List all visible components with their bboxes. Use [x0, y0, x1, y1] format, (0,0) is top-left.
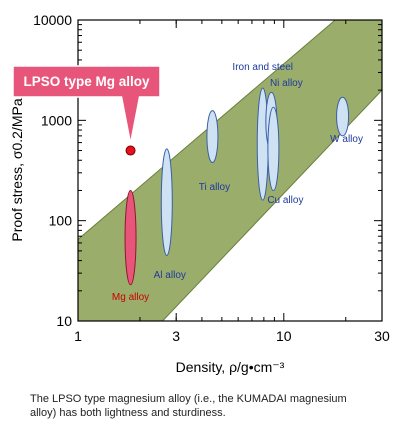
callout-layer	[12, 65, 161, 156]
label-al-alloy: Al alloy	[154, 270, 186, 281]
ellipse-cu-alloy	[267, 106, 280, 191]
x-tick-label: 1	[74, 328, 82, 344]
material-ellipses-layer	[124, 87, 350, 286]
ellipse-ti-alloy	[206, 110, 219, 163]
y-tick-label: 10000	[33, 12, 72, 28]
x-tick-label: 30	[374, 328, 390, 344]
figure-caption: The LPSO type magnesium alloy (i.e., the…	[30, 393, 347, 419]
strength-band-layer	[78, 20, 382, 321]
lpso-data-point	[125, 145, 136, 156]
ellipse-mg-alloy	[124, 189, 137, 286]
x-tick-label: 10	[276, 328, 292, 344]
material-labels-layer: Mg alloy Al alloy Ti alloy Iron and steel Ni…	[112, 62, 363, 303]
axis-ticks-layer: 1 3 10 30 10 100 1000 10000	[33, 12, 390, 344]
label-ni-alloy: Ni alloy	[270, 78, 303, 89]
label-mg-alloy: Mg alloy	[112, 292, 149, 303]
y-tick-label: 100	[49, 213, 73, 229]
x-axis-label: Density, ρ/g•cm⁻³	[176, 359, 285, 375]
callout-box	[12, 65, 161, 144]
y-tick-label: 10	[56, 313, 72, 329]
ellipse-w-alloy	[336, 96, 350, 137]
y-axis-label: Proof stress, σ0.2/MPa	[9, 98, 25, 241]
plot-frame	[77, 19, 383, 322]
callout-label: LPSO type Mg alloy	[23, 73, 150, 89]
strength-band	[78, 20, 382, 321]
label-ti-alloy: Ti alloy	[199, 182, 230, 193]
y-tick-label: 1000	[41, 112, 72, 128]
x-tick-label: 3	[172, 328, 180, 344]
ellipse-al-alloy	[160, 148, 173, 256]
label-cu-alloy: Cu alloy	[267, 195, 303, 206]
chart-svg: 1 3 10 30 10 100 1000 10000 Mg alloy Al alloy Ti …	[9, 12, 390, 375]
label-w-alloy: W alloy	[330, 134, 363, 145]
label-iron-and-steel: Iron and steel	[232, 62, 293, 73]
